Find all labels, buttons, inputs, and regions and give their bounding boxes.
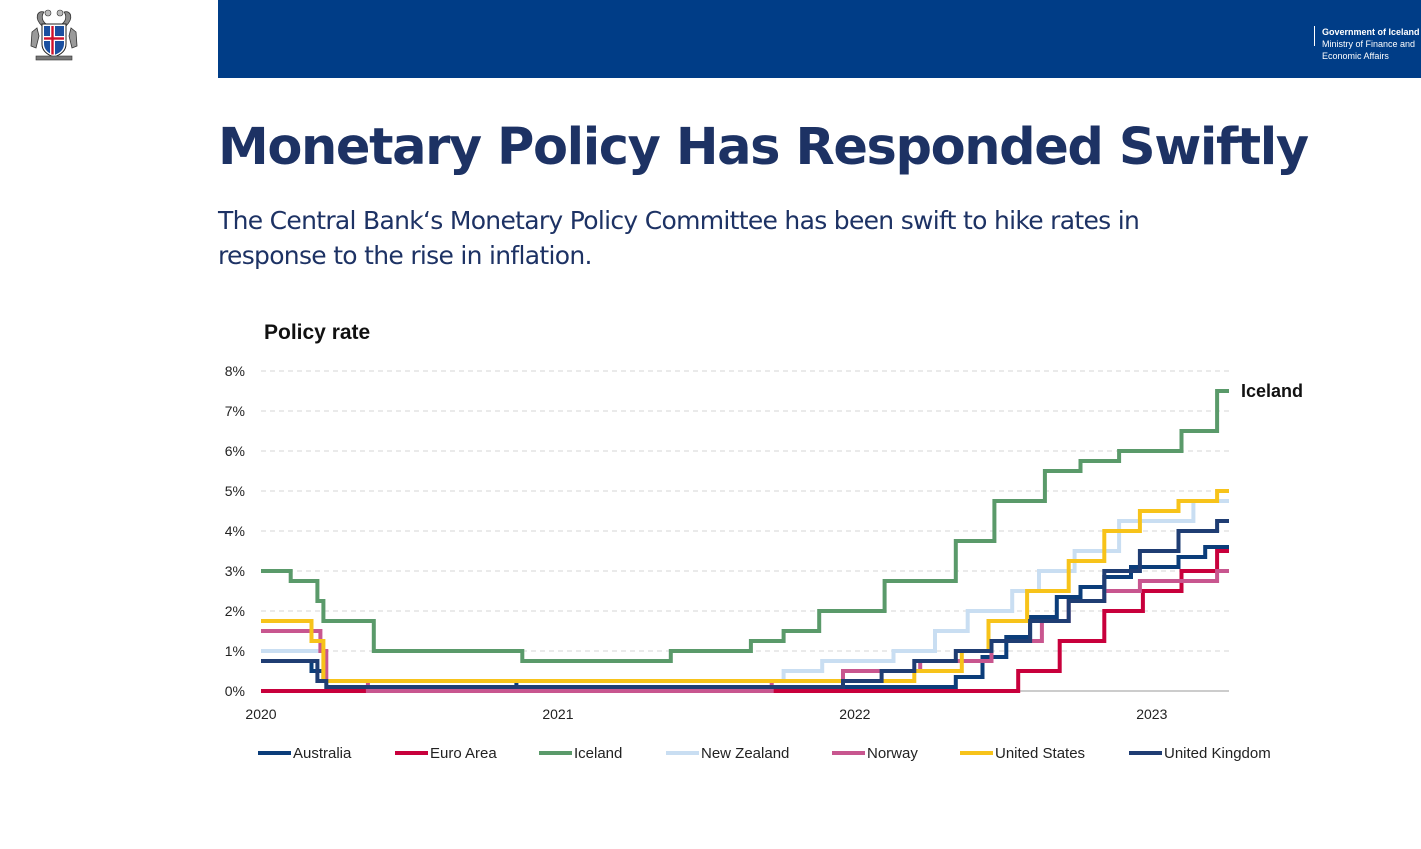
legend-item-iceland: Iceland [539,745,622,762]
y-tick-label: 0% [225,683,245,699]
page-subtitle: The Central Bank‘s Monetary Policy Commi… [218,206,1140,270]
legend-item-australia: Australia [258,745,352,762]
y-tick-label: 1% [225,643,245,659]
legend-label: Australia [293,745,352,762]
series-line-iceland [261,389,1229,663]
series-line-euro-area [261,549,1229,693]
legend-label: United Kingdom [1164,745,1271,762]
axes: 0% 1% 2% 3% 4% 5% 6% 7% 8% 2020 2021 2022 2023 [225,363,1229,722]
legend-item-united-states: United States [960,745,1085,762]
coat-of-arms-logo [30,9,78,61]
legend: Australia Euro Area Iceland New Zealand Norw… [258,745,1271,762]
y-tick-label: 6% [225,443,245,459]
legend-label: Euro Area [430,745,497,762]
chart-title: Policy rate [264,321,370,344]
x-tick-label: 2023 [1136,706,1167,722]
x-tick-label: 2021 [542,706,573,722]
iceland-end-label: Iceland [1241,381,1303,401]
series-line-united-kingdom [261,519,1229,689]
legend-item-norway: Norway [832,745,918,762]
x-tick-label: 2020 [245,706,276,722]
legend-label: New Zealand [701,745,789,762]
y-tick-label: 5% [225,483,245,499]
series-line-australia [261,545,1229,689]
series-line-united-states [261,489,1229,683]
series-lines [261,389,1229,693]
y-tick-label: 2% [225,603,245,619]
legend-item-united-kingdom: United Kingdom [1129,745,1271,762]
ministry-name: Ministry of Finance and Economic Affairs [1322,39,1416,61]
policy-rate-chart: Policy rate 0% 1% 2% 3% 4% 5% 6% 7% 8% 2020 2021 20… [225,321,1303,762]
series-line-new-zealand [261,499,1229,683]
gridlines [261,370,1229,652]
legend-item-euro-area: Euro Area [395,745,497,762]
x-tick-label: 2022 [839,706,870,722]
legend-item-new-zealand: New Zealand [666,745,789,762]
legend-label: United States [995,745,1085,762]
government-name: Government of Iceland [1322,27,1420,37]
coat-of-arms-icon [30,9,78,61]
y-tick-label: 8% [225,363,245,379]
header-band: Government of Iceland Ministry of Financ… [218,0,1421,78]
page-title: Monetary Policy Has Responded Swiftly [218,118,1309,177]
government-wordmark: Government of Iceland Ministry of Financ… [1314,26,1421,61]
legend-label: Iceland [574,745,622,762]
legend-label: Norway [867,745,918,762]
y-tick-label: 4% [225,523,245,539]
y-tick-label: 3% [225,563,245,579]
y-tick-label: 7% [225,403,245,419]
